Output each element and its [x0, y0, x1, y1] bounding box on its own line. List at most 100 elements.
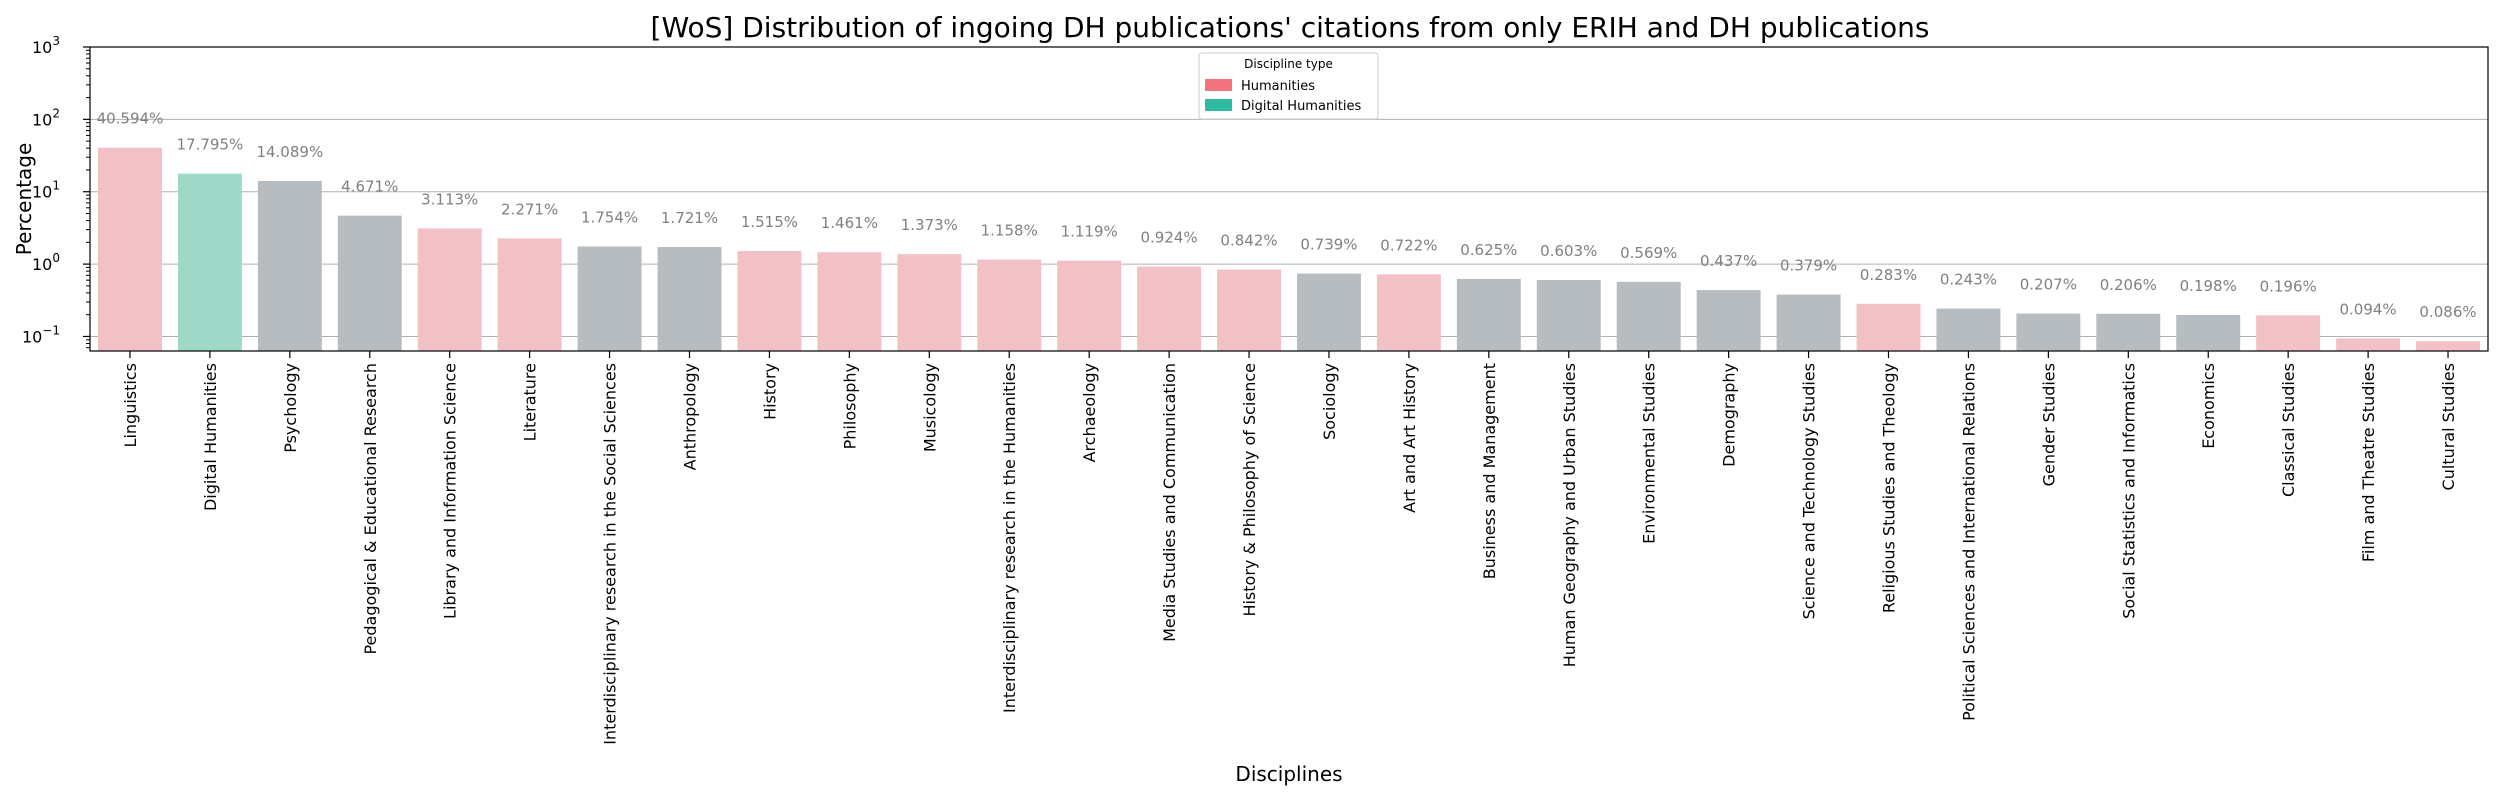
bar	[497, 238, 562, 351]
bar-value-label: 1.461%	[821, 214, 878, 232]
bar-value-label: 0.283%	[1860, 266, 1917, 284]
y-tick-exponent: 1	[52, 179, 60, 193]
bar	[1856, 303, 1921, 351]
x-tick-label: Interdisciplinary research in the Social…	[601, 363, 620, 745]
data-labels-layer: 40.594% 17.795% 14.089% 4.671% 3.113% 2.271% 1…	[97, 110, 2477, 322]
bar-value-label: 14.089%	[256, 143, 323, 161]
bar-value-label: 0.722%	[1380, 236, 1437, 254]
x-tick-label: Philosophy	[840, 363, 859, 449]
bar	[577, 246, 642, 351]
x-tick-label: Political Sciences and International Rel…	[1959, 363, 1978, 721]
y-tick-exponent: 3	[52, 34, 60, 48]
bars-layer	[97, 147, 2481, 351]
x-tick-label: Science and Technology Studies	[1800, 363, 1819, 619]
y-tick-base: 10	[32, 255, 52, 274]
bar	[2016, 313, 2081, 351]
bar	[977, 259, 1042, 351]
y-tick-label: 102	[32, 106, 60, 129]
x-tick-label: Media Studies and Communication	[1160, 363, 1179, 642]
x-tick-label: Environmental Studies	[1640, 363, 1659, 544]
y-tick-exponent: 0	[52, 251, 60, 265]
y-tick-base: 10	[32, 38, 52, 57]
x-tick-label: Sociology	[1320, 363, 1339, 440]
bar	[417, 228, 482, 351]
y-tick-label: 10−1	[22, 323, 60, 346]
bar-value-label: 17.795%	[177, 136, 244, 154]
bar	[2096, 313, 2161, 351]
bar-value-label: 0.842%	[1220, 232, 1277, 250]
x-tick-label: Pedagogical & Educational Research	[361, 363, 380, 655]
chart-title: [WoS] Distribution of ingoing DH publica…	[651, 11, 1930, 44]
x-tick-label: Interdisciplinary research in the Humani…	[1000, 363, 1019, 713]
x-tick-label: Anthropology	[681, 363, 700, 470]
bar	[2416, 341, 2481, 351]
bar	[2336, 338, 2401, 351]
y-tick-label: 101	[32, 179, 60, 202]
legend-swatch	[1205, 79, 1232, 91]
bar-value-label: 0.086%	[2419, 303, 2476, 321]
x-tick-label: Business and Management	[1480, 363, 1499, 579]
x-tick-label: Economics	[2199, 363, 2218, 449]
bar-value-label: 4.671%	[341, 178, 398, 196]
bar	[1776, 294, 1841, 351]
x-tick-label: Linguistics	[121, 363, 140, 447]
bar-value-label: 0.198%	[2180, 277, 2237, 295]
x-tick-label: Cultural Studies	[2439, 363, 2458, 490]
x-tick-label: Musicology	[920, 363, 939, 452]
x-tick-label: Literature	[521, 363, 540, 441]
bar	[1376, 274, 1441, 351]
bar-value-label: 0.603%	[1540, 242, 1597, 260]
x-tick-label: Film and Theatre Studies	[2359, 363, 2378, 562]
legend: Discipline type Humanities Digital Humani…	[1198, 52, 1379, 120]
bar	[1296, 273, 1361, 351]
y-tick-exponent: 2	[52, 106, 60, 120]
bar	[257, 180, 322, 351]
x-tick-label: Human Geography and Urban Studies	[1560, 363, 1579, 667]
x-tick-label: Classical Studies	[2279, 363, 2298, 497]
bar-value-label: 0.437%	[1700, 252, 1757, 270]
bar-value-label: 40.594%	[97, 110, 164, 128]
bar-value-label: 0.207%	[2020, 276, 2077, 294]
bar	[1936, 308, 2001, 351]
legend-entry-label: Digital Humanities	[1241, 99, 1361, 114]
bar	[1616, 281, 1681, 351]
bar-value-label: 0.625%	[1460, 241, 1517, 259]
x-tick-label: Digital Humanities	[201, 363, 220, 511]
bar-value-label: 0.569%	[1620, 244, 1677, 262]
x-tick-label: Social Statistics and Informatics	[2119, 363, 2138, 619]
legend-swatch	[1205, 99, 1232, 111]
bar	[817, 252, 882, 351]
bar-value-label: 0.196%	[2260, 277, 2317, 295]
legend-box	[1198, 52, 1379, 120]
x-tick-label: History	[760, 363, 779, 420]
bar	[737, 251, 802, 351]
legend-title: Discipline type	[1244, 57, 1333, 71]
legend-entry-label: Humanities	[1241, 79, 1315, 94]
y-tick-label: 103	[32, 34, 60, 57]
x-tick-label: Art and Art History	[1400, 363, 1419, 513]
bar-value-label: 1.373%	[901, 216, 958, 234]
bar	[897, 254, 962, 351]
y-tick-exponent: −1	[42, 323, 60, 337]
x-axis-title: Disciplines	[1235, 762, 1342, 786]
x-tick-label: History & Philosophy of Science	[1240, 363, 1259, 617]
bar	[2256, 315, 2321, 351]
bar-value-label: 0.206%	[2100, 276, 2157, 294]
x-axis: Linguistics Digital Humanities Psychology P…	[121, 351, 2458, 745]
bar-value-label: 1.119%	[1061, 223, 1118, 241]
bar-value-label: 0.094%	[2339, 300, 2396, 318]
bar-value-label: 0.243%	[1940, 271, 1997, 289]
bar	[1057, 260, 1122, 351]
bar	[1137, 266, 1202, 351]
bar-value-label: 2.271%	[501, 200, 558, 218]
bar	[337, 215, 402, 351]
bar-value-label: 0.379%	[1780, 257, 1837, 275]
x-tick-label: Archaeology	[1080, 363, 1099, 462]
bar-value-label: 0.739%	[1300, 236, 1357, 254]
y-tick-base: 10	[22, 327, 42, 346]
y-tick-base: 10	[32, 110, 52, 129]
y-axis-title: Percentage	[12, 143, 36, 256]
bar	[1536, 280, 1601, 351]
